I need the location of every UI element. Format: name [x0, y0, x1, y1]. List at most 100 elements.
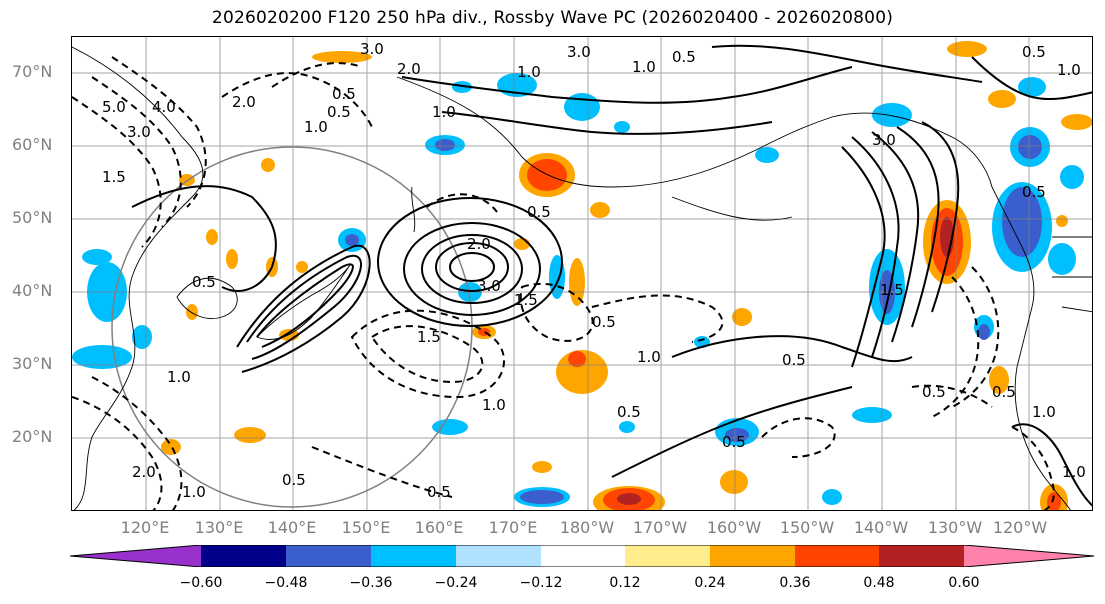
shade-orange	[161, 439, 181, 455]
contour-solid	[611, 386, 853, 478]
contour-label: 1.0	[304, 118, 328, 136]
colorbar-segment	[710, 545, 795, 567]
lon-label-170w: 170°W	[632, 518, 688, 537]
contour-label: 0.5	[672, 48, 696, 66]
shade-light-blue	[852, 407, 892, 423]
positive-contours	[131, 44, 1092, 507]
map-panel: 3.0 2.0 0.5 1.0 3.0 1.0 0.5 5.0 4.0 3.0 …	[71, 36, 1093, 511]
shade-light-blue	[72, 345, 132, 369]
shade-orange	[569, 258, 585, 306]
contour-solid	[711, 44, 983, 83]
lon-label-160w: 160°W	[706, 518, 762, 537]
shade-light-blue	[614, 121, 630, 133]
shade-orange	[590, 202, 610, 218]
contour-solid	[441, 111, 773, 135]
lon-label-140w: 140°W	[853, 518, 909, 537]
contour-solid	[921, 121, 960, 313]
shade-light-blue	[452, 81, 472, 93]
shade-orange	[947, 41, 987, 57]
lat-label-60n: 60°N	[12, 135, 53, 154]
contour-label: 3.0	[360, 40, 384, 58]
shade-dark-red	[617, 493, 641, 505]
contour-dashed	[91, 376, 183, 510]
contour-dashed	[311, 446, 453, 498]
contour-label: 2.0	[467, 235, 491, 253]
contour-label: 0.5	[427, 483, 451, 501]
contour-label-layer: 3.0 2.0 0.5 1.0 3.0 1.0 0.5 5.0 4.0 3.0 …	[102, 40, 1086, 501]
colorbar-segment-under	[70, 545, 201, 567]
contour-solid	[896, 126, 940, 328]
contour-label: 2.0	[232, 93, 256, 111]
lat-label-40n: 40°N	[12, 281, 53, 300]
shade-red	[568, 351, 586, 367]
contour-label: 0.5	[332, 85, 356, 103]
contour-label: 0.5	[282, 471, 306, 489]
lon-label-140e: 140°E	[267, 518, 317, 537]
contour-label: 0.5	[1022, 183, 1046, 201]
contour-dashed	[350, 309, 505, 399]
contour-solid	[421, 234, 523, 304]
contour-label: 4.0	[152, 98, 176, 116]
shade-orange	[989, 366, 1009, 394]
colorbar-tick: −0.24	[434, 575, 478, 591]
contour-label: 1.5	[102, 168, 126, 186]
contour-solid	[401, 66, 853, 104]
contour-dashed	[426, 193, 498, 213]
contour-dashed	[911, 384, 993, 408]
colorbar	[70, 545, 1095, 567]
contour-label: 0.5	[782, 351, 806, 369]
lon-label-180w: 180°W	[559, 518, 615, 537]
contour-label: 5.0	[102, 98, 126, 116]
contour-dashed	[221, 72, 373, 128]
contour-label: 1.0	[1032, 403, 1056, 421]
colorbar-tick: −0.12	[519, 575, 563, 591]
contour-dashed	[519, 282, 594, 342]
contour-solid	[246, 254, 362, 360]
contour-label: 1.5	[417, 328, 441, 346]
contour-solid	[1011, 423, 1092, 507]
figure-title: 2026020200 F120 250 hPa div., Rossby Wav…	[211, 8, 894, 28]
lon-label-160e: 160°E	[414, 518, 464, 537]
contour-label: 0.5	[992, 383, 1016, 401]
shade-orange	[732, 308, 752, 326]
negative-contours	[72, 56, 1055, 510]
shade-light-blue	[82, 249, 112, 265]
colorbar-tick: −0.36	[349, 575, 393, 591]
contour-solid	[871, 131, 920, 343]
lat-label-20n: 20°N	[12, 427, 53, 446]
contour-solid	[377, 197, 563, 327]
contour-solid	[435, 242, 509, 292]
shade-light-blue	[1048, 243, 1076, 275]
contour-solid	[403, 222, 541, 316]
shade-light-blue	[432, 419, 468, 435]
contour-label: 0.5	[1022, 43, 1046, 61]
contour-dashed	[1011, 426, 1055, 510]
contour-label: 1.5	[880, 281, 904, 299]
graticule	[72, 37, 1092, 510]
contour-label: 1.0	[1057, 61, 1081, 79]
colorbar-segment	[625, 545, 710, 567]
shade-orange	[261, 158, 275, 172]
colorbar-outline	[70, 545, 1095, 567]
shade-blue	[520, 490, 564, 504]
shade-orange	[988, 90, 1016, 108]
contour-dashed	[111, 56, 207, 208]
shade-blue	[1002, 187, 1042, 257]
contour-label: 2.0	[132, 463, 156, 481]
colorbar-segment-over	[964, 545, 1094, 567]
shade-light-blue	[1060, 165, 1084, 189]
colorbar-tick: 0.36	[779, 575, 811, 591]
shade-orange	[226, 249, 238, 269]
contour-dashed	[951, 266, 1000, 408]
lat-label-50n: 50°N	[12, 208, 53, 227]
colorbar-tick: 0.12	[609, 575, 641, 591]
colorbar-tick: −0.48	[264, 575, 308, 591]
contour-label: 3.0	[872, 131, 896, 149]
contour-label: 1.0	[637, 348, 661, 366]
shade-orange	[296, 261, 308, 273]
shade-orange	[312, 51, 372, 63]
shade-orange	[720, 470, 748, 494]
contour-dashed	[271, 62, 363, 88]
shade-red	[1047, 492, 1061, 510]
contour-label: 3.0	[127, 123, 151, 141]
